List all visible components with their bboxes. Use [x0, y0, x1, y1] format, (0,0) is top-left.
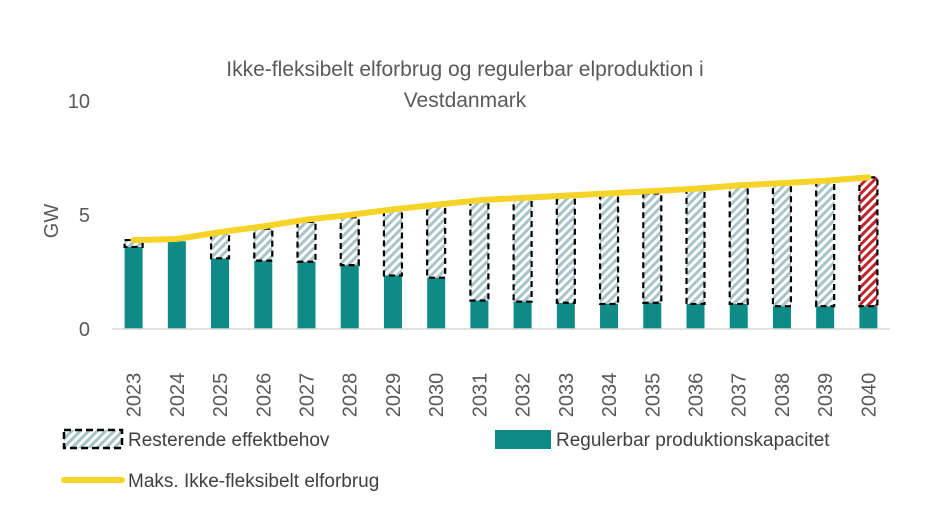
chart-title-line-2: Vestdanmark — [404, 89, 527, 112]
x-tick-label: 2028 — [340, 373, 362, 418]
bar-resterende — [598, 193, 620, 306]
bar-regulerbar — [600, 303, 619, 329]
bar-regulerbar — [167, 241, 186, 329]
y-axis-label: GW — [41, 204, 63, 239]
bar-regulerbar — [427, 277, 446, 329]
bar-resterende — [209, 232, 231, 260]
x-tick-label: 2037 — [729, 373, 751, 418]
legend: Resterende effektbehov Regulerbar produk… — [61, 428, 830, 492]
x-tick-label: 2032 — [513, 373, 535, 418]
bar-regulerbar — [729, 303, 748, 329]
bar-regulerbar — [772, 306, 791, 329]
x-tick-label: 2027 — [297, 373, 319, 418]
bar-resterende — [296, 220, 317, 263]
x-tick-label: 2024 — [167, 373, 189, 418]
bar-regulerbar — [470, 300, 489, 329]
x-tick-label: 2035 — [642, 373, 664, 418]
bar-resterende — [555, 195, 576, 304]
bar-resterende — [426, 204, 447, 279]
bar-regulerbar — [383, 275, 402, 329]
legend-label-regulerbar: Regulerbar produktionskapacitet — [556, 430, 830, 451]
bar-resterende — [642, 192, 663, 304]
bar-regulerbar — [643, 302, 662, 329]
y-tick-label: 0 — [79, 319, 90, 341]
bar-regulerbar — [340, 265, 359, 329]
bar-resterende — [469, 200, 490, 302]
y-tick-label: 10 — [68, 91, 90, 113]
x-tick-label: 2033 — [556, 373, 578, 418]
bar-regulerbar — [556, 302, 575, 329]
bar-resterende — [339, 216, 360, 267]
x-tick-label: 2040 — [858, 373, 880, 418]
legend-swatch-resterende — [62, 428, 124, 450]
bar-resterende — [382, 209, 404, 277]
x-tick-label: 2030 — [426, 373, 448, 418]
bar-resterende — [728, 185, 749, 306]
chart-title-line-1: Ikke-fleksibelt elforbrug og regulerbar … — [226, 58, 703, 81]
bar-regulerbar — [124, 246, 143, 329]
bar-regulerbar — [297, 261, 316, 329]
x-tick-label: 2026 — [253, 373, 275, 418]
x-tick-label: 2038 — [772, 373, 794, 418]
bar-resterende — [512, 197, 533, 303]
x-tick-label: 2023 — [124, 373, 146, 418]
x-tick-label: 2031 — [469, 373, 491, 418]
bar-regulerbar — [859, 306, 878, 329]
bar-resterende — [815, 180, 836, 308]
bar-resterende — [685, 188, 706, 306]
bar-regulerbar — [686, 303, 705, 329]
bar-regulerbar — [254, 260, 273, 329]
x-tick-label: 2039 — [815, 373, 837, 418]
legend-label-maks: Maks. Ikke-fleksibelt elforbrug — [128, 471, 379, 492]
legend-swatch-regulerbar — [495, 430, 551, 449]
legend-label-resterende: Resterende effektbehov — [128, 430, 330, 451]
bar-regulerbar — [816, 306, 835, 329]
bar-resterende — [771, 183, 793, 308]
bar-resterende — [858, 176, 879, 308]
bar-resterende — [253, 227, 274, 262]
x-tick-label: 2034 — [599, 373, 621, 418]
bar-regulerbar — [513, 301, 532, 329]
bar-resterende — [123, 238, 144, 249]
bar-regulerbar — [211, 258, 230, 329]
line-maks-forbrug — [130, 174, 872, 244]
x-tick-label: 2029 — [383, 373, 405, 418]
x-tick-label: 2025 — [210, 373, 232, 418]
y-tick-label: 5 — [79, 205, 90, 227]
x-tick-label: 2036 — [686, 373, 708, 418]
